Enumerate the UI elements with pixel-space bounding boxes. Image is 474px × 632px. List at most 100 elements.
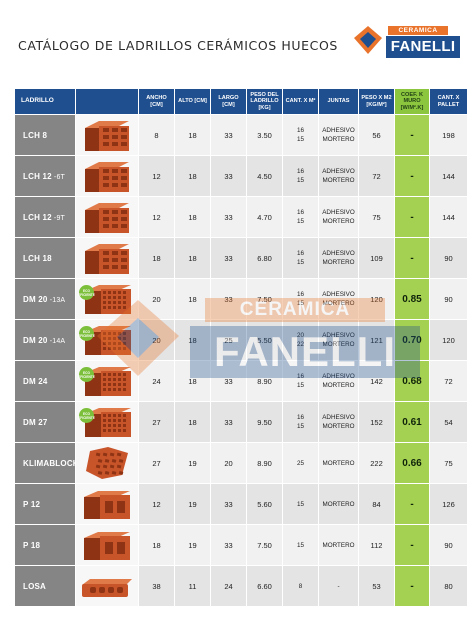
ancho-cell: 18: [139, 238, 174, 278]
brick-catalog-table: LADRILLO ANCHO [CM] ALTO [CM] LARGO [CM]…: [14, 88, 468, 607]
brick-image-cell: [76, 484, 138, 524]
brand-mark-icon: [354, 26, 382, 54]
table-row: P 12 12 19 33 5.60 15 MORTERO 84 - 126: [15, 484, 467, 524]
cant-m2-cell: 20 22: [283, 320, 318, 360]
brick-name: P 12: [23, 499, 41, 509]
pallet-cell: 198: [430, 115, 467, 155]
pallet-cell: 144: [430, 197, 467, 237]
juntas-adhesivo: ADHESIVO: [322, 250, 355, 257]
brick-suffix: -9T: [51, 214, 66, 222]
table-header-row: LADRILLO ANCHO [CM] ALTO [CM] LARGO [CM]…: [15, 89, 467, 114]
brick-name-cell: LOSA: [15, 566, 75, 606]
coef-k-cell: 0.85: [395, 279, 429, 319]
juntas-adhesivo: ADHESIVO: [322, 127, 355, 134]
brick-name: LCH 12: [23, 171, 52, 181]
alto-cell: 11: [175, 566, 210, 606]
cant-m2-cell: 25: [283, 443, 318, 483]
cant-m2-cell: 16 15: [283, 197, 318, 237]
peso-cell: 4.70: [247, 197, 282, 237]
header-ladrillo: LADRILLO: [15, 89, 75, 114]
peso-cell: 5.60: [247, 484, 282, 524]
cant-m2-mortero: 15: [296, 136, 304, 143]
ancho-cell: 20: [139, 279, 174, 319]
largo-cell: 33: [211, 115, 246, 155]
table-row: P 18 18 19 33 7.50 15 MORTERO 112 - 90: [15, 525, 467, 565]
ancho-cell: 12: [139, 484, 174, 524]
coef-k-cell: -: [395, 197, 429, 237]
pallet-cell: 80: [430, 566, 467, 606]
coef-k-cell: -: [395, 238, 429, 278]
brick-name: LCH 18: [23, 253, 52, 263]
peso-m2-cell: 121: [359, 320, 394, 360]
header-coef-k: COEF. K MURO [W/M².K]: [395, 89, 429, 114]
pallet-cell: 144: [430, 156, 467, 196]
coef-k-cell: 0.68: [395, 361, 429, 401]
peso-m2-cell: 75: [359, 197, 394, 237]
header-ancho: ANCHO [CM]: [139, 89, 174, 114]
cant-m2-cell: 16 15: [283, 238, 318, 278]
cant-m2-adhesivo: 16: [296, 250, 304, 257]
cant-m2-value: 25: [296, 459, 304, 467]
header-largo: LARGO [CM]: [211, 89, 246, 114]
brick-name: KLIMABLOCK: [23, 458, 79, 468]
juntas-cell: ADHESIVO MORTERO: [319, 238, 358, 278]
brick-name-cell: P 12: [15, 484, 75, 524]
header-peso-m2: PESO X M2 [KG/M²]: [359, 89, 394, 114]
largo-cell: 33: [211, 402, 246, 442]
brick-image-cell: [76, 156, 138, 196]
cant-m2-cell: 16 15: [283, 115, 318, 155]
header-pallet: CANT. X PALLET: [430, 89, 467, 114]
header-image: [76, 89, 138, 114]
juntas-mortero: MORTERO: [322, 423, 355, 430]
brick-name: DM 20: [23, 335, 48, 345]
cant-m2-cell: 16 15: [283, 279, 318, 319]
cant-m2-cell: 16 15: [283, 402, 318, 442]
cant-m2-mortero: 15: [296, 300, 304, 307]
brick-name: LCH 8: [23, 130, 48, 140]
cant-m2-value: 15: [296, 541, 304, 549]
table-row: DM 24 ECO EFICIENTE 24 18 33 8.90 16 15 A…: [15, 361, 467, 401]
juntas-mortero: MORTERO: [322, 177, 355, 184]
header-alto: ALTO [CM]: [175, 89, 210, 114]
pallet-cell: 126: [430, 484, 467, 524]
juntas-adhesivo: ADHESIVO: [322, 332, 355, 339]
ancho-cell: 38: [139, 566, 174, 606]
table-row: LCH 12 -9T 12 18 33 4.70 16 15 ADHESIVO MO…: [15, 197, 467, 237]
ancho-cell: 24: [139, 361, 174, 401]
juntas-value: MORTERO: [322, 459, 355, 467]
juntas-cell: ADHESIVO MORTERO: [319, 115, 358, 155]
juntas-cell: MORTERO: [319, 484, 358, 524]
cant-m2-mortero: 15: [296, 382, 304, 389]
peso-m2-cell: 142: [359, 361, 394, 401]
juntas-cell: ADHESIVO MORTERO: [319, 361, 358, 401]
brick-image-cell: ECO EFICIENTE: [76, 279, 138, 319]
brick-name-cell: DM 20 -14A: [15, 320, 75, 360]
brand-logo: CERAMICA FANELLI: [350, 20, 460, 60]
juntas-adhesivo: ADHESIVO: [322, 373, 355, 380]
slab-block-icon: [76, 573, 138, 599]
largo-cell: 33: [211, 361, 246, 401]
peso-m2-cell: 53: [359, 566, 394, 606]
cant-m2-cell: 16 15: [283, 156, 318, 196]
eco-efficient-badge: ECO EFICIENTE: [78, 326, 95, 341]
brick-image-cell: [76, 566, 138, 606]
hollow-brick-icon: [76, 118, 138, 152]
table-row: DM 20 -13A ECO EFICIENTE 20 18 33 7.50 1…: [15, 279, 467, 319]
peso-cell: 8.90: [247, 443, 282, 483]
alto-cell: 18: [175, 402, 210, 442]
largo-cell: 33: [211, 197, 246, 237]
coef-k-cell: -: [395, 484, 429, 524]
alto-cell: 18: [175, 320, 210, 360]
juntas-cell: ADHESIVO MORTERO: [319, 320, 358, 360]
brick-name-cell: LCH 12 -9T: [15, 197, 75, 237]
juntas-mortero: MORTERO: [322, 382, 355, 389]
alto-cell: 18: [175, 279, 210, 319]
brick-name: LCH 12: [23, 212, 52, 222]
juntas-mortero: MORTERO: [322, 300, 355, 307]
cant-m2-adhesivo: 16: [296, 414, 304, 421]
header-juntas: JUNTAS: [319, 89, 358, 114]
thermal-brick-icon: [76, 364, 138, 398]
header-peso: PESO DEL LADRILLO [KG]: [247, 89, 282, 114]
cant-m2-cell: 16 15: [283, 361, 318, 401]
cant-m2-value: 15: [296, 500, 304, 508]
